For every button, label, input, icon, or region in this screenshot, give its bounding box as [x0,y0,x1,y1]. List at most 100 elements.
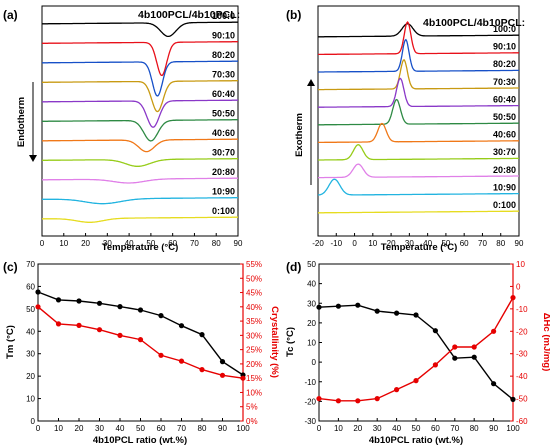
panel-a-x-axis-label: Temperature (°C) [102,242,178,253]
panel-a-x-tick-label: 60 [168,239,177,248]
panel-d-right-tick-label: -20 [516,327,528,336]
panel-d-left-data-point [335,303,341,309]
panel-b-x-axis-label: Temperature (°C) [381,242,457,253]
panel-d-right-tick-label: -60 [516,417,528,426]
panel-d-right-data-point [452,344,458,350]
panel-a-series-70-30 [42,80,238,113]
panel-c-right-data-point [240,375,246,381]
panel-b-series-label: 10:90 [493,182,516,192]
panel-a-series-60-40 [42,99,238,128]
panel-c-x-axis-label: 4b10PCL ratio (wt.%) [93,435,187,446]
panel-a-legend-title: 4b100PCL/4b10PCL: [138,9,240,21]
panel-d-right-data-point [316,396,322,402]
panel-c-left-tick-label: 60 [26,282,35,291]
panel-a-series-label: 10:90 [212,187,235,197]
panel-b-label: (b) [286,8,301,22]
panel-b-x-tick-label: 40 [423,239,432,248]
panel-d-x-tick-label: 20 [353,424,362,433]
panel-b-series-label: 40:60 [493,130,516,140]
panel-a-series-100-0 [42,21,238,38]
panel-c-x-tick-label: 0 [36,424,41,433]
panel-a-x-tick-label: 70 [190,239,199,248]
panel-d-right-tick-label: 10 [516,260,525,269]
panel-a-series-0-100 [42,216,238,223]
panel-d-left-tick-label: 50 [307,260,316,269]
panel-a-x-tick-label: 10 [59,239,68,248]
panel-a-series-20-80 [42,177,238,184]
panel-a-series-label: 30:70 [212,148,235,158]
panel-a-series-40-60 [42,138,238,153]
panel-d-left-data-point [413,312,419,318]
panel-c-left-tick-label: 10 [26,395,35,404]
panel-b-series-label: 20:80 [493,165,516,175]
panel-d-x-tick-label: 80 [470,424,479,433]
panel-a-series-label: 40:60 [212,128,235,138]
panel-c-left-data-point [137,307,144,313]
panel-c-x-tick-label: 40 [116,424,125,433]
panel-b-series-90-10 [318,20,519,56]
panel-d-right-data-point [491,328,497,334]
panel-a-label: (a) [3,8,18,22]
panel-d-left-tick-label: 30 [307,299,316,308]
panel-d-right-data-point [394,387,400,393]
panel-d-x-tick-label: 60 [431,424,440,433]
panel-c-right-axis-label: Crystallinity (%) [269,306,280,378]
panel-a-x-tick-label: 0 [40,239,45,248]
panel-b-x-tick-label: 50 [441,239,450,248]
panel-c-left-tick-label: 70 [26,260,35,269]
panel-d-right-tick-label: -50 [516,395,528,404]
panel-c-right-tick-label: 45% [246,289,262,298]
panel-a-arrow-label: Endotherm [16,97,27,147]
panel-d-left-data-point [471,354,477,360]
panel-d-x-tick-label: 90 [489,424,498,433]
panel-d-x-tick-label: 70 [450,424,459,433]
panel-b-legend-title: 4b100PCL/4b10PCL: [423,17,525,29]
panel-c-right-tick-label: 50% [246,274,262,283]
panel-c-x-tick-label: 100 [236,424,250,433]
panel-d-x-tick-label: 10 [334,424,343,433]
panel-c-right-data-point [55,321,62,327]
panel-c-left-tick-label: 50 [26,305,35,314]
panel-a-x-tick-label: 50 [146,239,155,248]
panel-d-x-tick-label: 30 [373,424,382,433]
panel-d-left-data-point [510,396,516,402]
panel-d-left-data-point [355,302,361,308]
panel-c-right-data-point [178,358,185,364]
panel-d-right-data-point [432,362,438,368]
panel-a-series-label: 50:50 [212,109,235,119]
panel-c-right-tick-label: 25% [246,346,262,355]
panel-d-left-data-point [491,381,497,387]
panel-c-x-tick-label: 80 [198,424,207,433]
panel-c-left-data-point [96,300,103,306]
panel-a-x-tick-label: 80 [212,239,221,248]
panel-a-series-label: 100:0 [212,11,235,21]
panel-c-right-tick-label: 20% [246,360,262,369]
panel-a-series-label: 0:100 [212,206,235,216]
panel-c-right-tick-label: 35% [246,317,262,326]
panel-b-x-tick-label: 10 [368,239,377,248]
panel-d-left-axis-label: Tc (°C) [285,327,296,357]
panel-b-series-10-90 [317,178,519,196]
panel-c-right-tick-label: 40% [246,303,262,312]
panel-d-right-tick-label: 0 [516,282,521,291]
panel-c-x-tick-label: 10 [54,424,63,433]
panel-c-series-right-line [37,306,244,379]
panel-b-arrow-label: Exotherm [294,113,305,157]
panel-c-right-tick-label: 0% [246,417,258,426]
panel-c-left-tick-label: 0 [31,417,36,426]
panel-c-left-data-point [35,289,41,295]
panel-d-right-axis-label: ΔHc (mJ/mg) [541,313,550,372]
panel-d-left-tick-label: 0 [312,358,317,367]
panel-d-left-data-point [452,355,458,361]
panel-b-series-label: 100:0 [493,24,516,34]
panel-c-x-tick-label: 60 [157,424,166,433]
panel-c-left-tick-label: 40 [26,327,35,336]
panel-b-series-30-70 [318,144,519,161]
panel-a-series-30-70 [42,158,238,167]
panel-c-left-data-point [199,332,205,338]
panel-b-series-20-80 [318,163,519,179]
panel-a-series-10-90 [42,197,238,205]
panel-d-right-data-point [355,398,361,404]
panel-c-x-tick-label: 70 [177,424,186,433]
panel-c-right-data-point [199,367,205,373]
